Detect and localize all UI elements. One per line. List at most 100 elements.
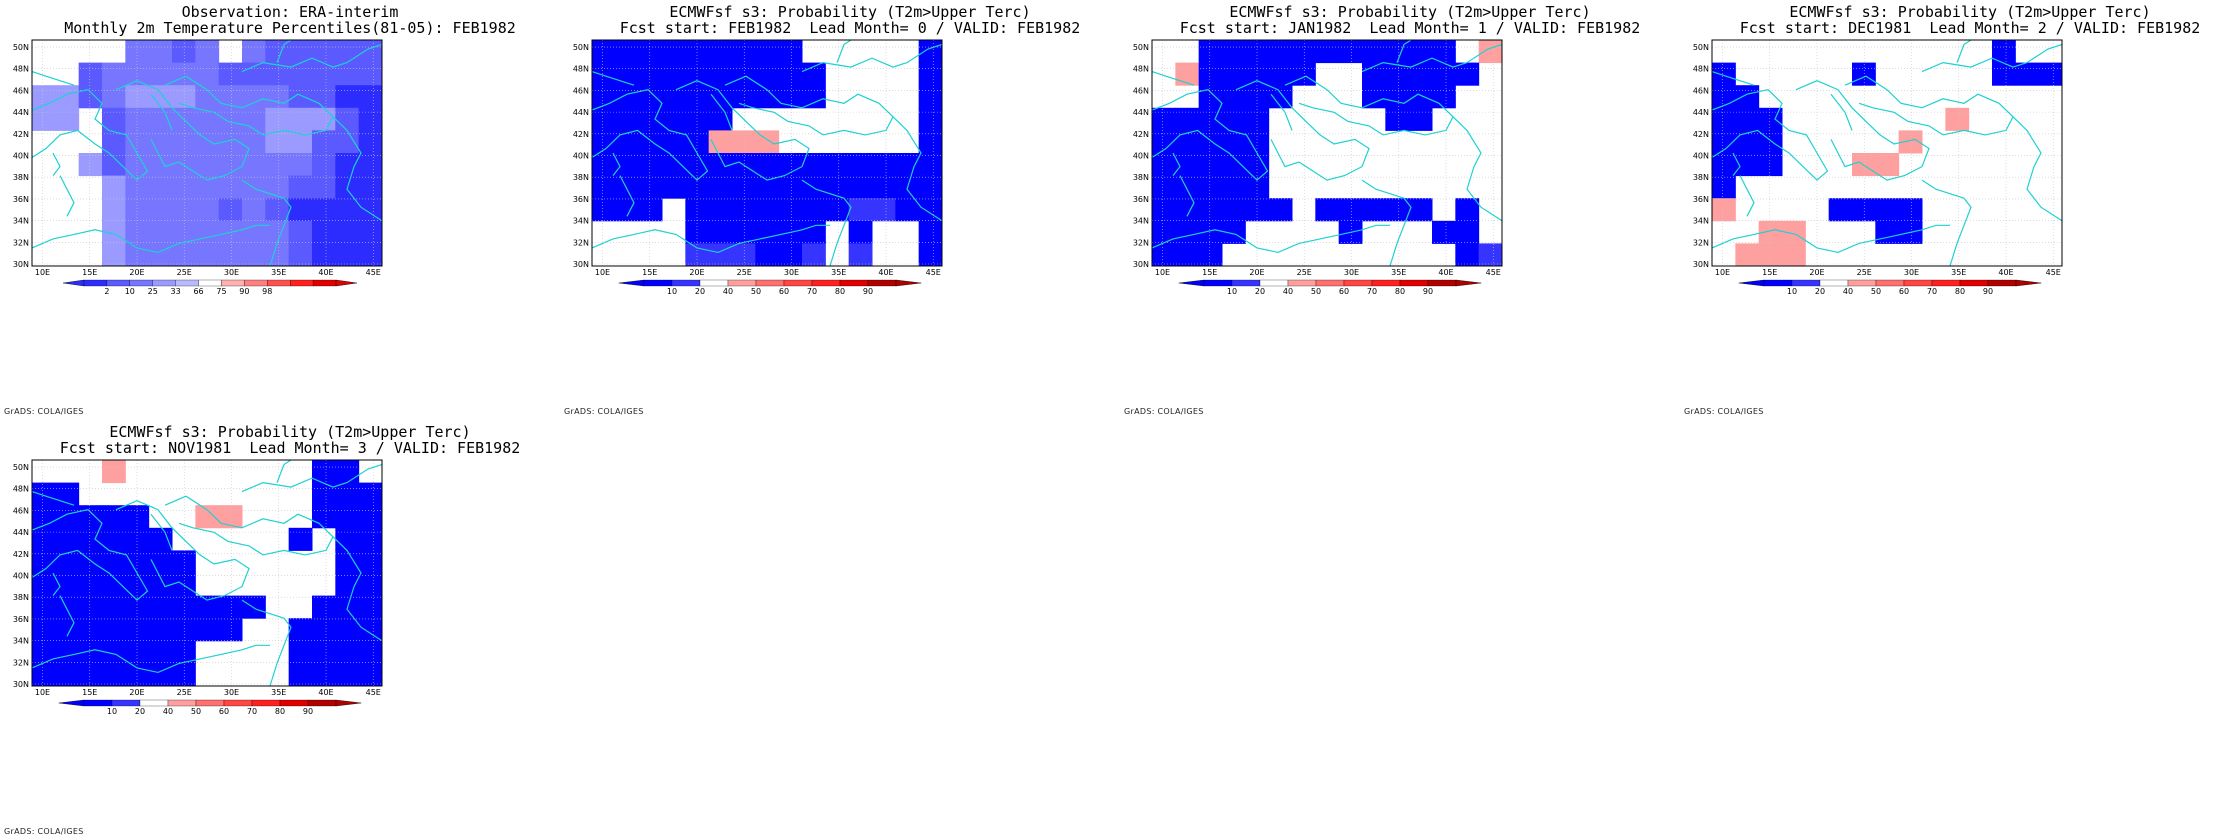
panel-title-line1: Observation: ERA-interim (181, 3, 399, 21)
shaded-cell (102, 130, 126, 154)
shaded-cell (195, 153, 220, 177)
shaded-cell (102, 618, 126, 642)
colorbar-label: 90 (1983, 287, 1993, 296)
shaded-cell (685, 85, 710, 109)
panel-title-line1: ECMWFsf s3: Probability (T2m>Upper Terc) (1229, 3, 1591, 21)
shaded-cell (358, 153, 383, 177)
shaded-cell (1758, 107, 1783, 131)
shaded-cell (288, 198, 313, 222)
lat-tick-label: 42N (1133, 130, 1149, 139)
shaded-cell (1245, 107, 1270, 131)
lon-tick-label: 25E (737, 268, 752, 277)
shaded-cell (32, 550, 56, 574)
shaded-cell (125, 85, 150, 109)
lon-tick-label: 40E (878, 268, 893, 277)
shaded-cell (335, 663, 360, 687)
shaded-cell (358, 550, 383, 574)
shaded-cell (288, 107, 313, 131)
lon-tick-label: 10E (35, 268, 50, 277)
shaded-cell (195, 198, 220, 222)
shaded-cell (335, 460, 360, 484)
grads-credit: GrADS: COLA/IGES (1124, 407, 1204, 416)
shaded-cell (195, 595, 220, 619)
shaded-cell (172, 595, 196, 619)
lat-tick-label: 36N (1133, 195, 1149, 204)
colorbar-label: 50 (1871, 287, 1881, 296)
map-frame (31, 39, 383, 267)
shaded-cell (1852, 62, 1876, 86)
colorbar-label: 80 (1395, 287, 1405, 296)
shaded-cell (1758, 220, 1783, 244)
colorbar-segment (1875, 279, 1905, 287)
shaded-cell (195, 62, 220, 86)
shaded-cell (1408, 107, 1433, 131)
shaded-cell (358, 220, 383, 244)
shaded-cell (288, 62, 313, 86)
lat-tick-label: 44N (1133, 108, 1149, 117)
shaded-cell (78, 640, 103, 664)
shaded-cell (125, 550, 150, 574)
shaded-cell (358, 107, 383, 131)
colorbar-arrow-right (1455, 279, 1482, 287)
shaded-cell (615, 40, 640, 64)
shaded-cell (638, 62, 663, 86)
shaded-cell (755, 85, 780, 109)
lon-tick-label: 15E (1202, 268, 1217, 277)
shaded-cell (1432, 85, 1456, 109)
shaded-cell (148, 618, 173, 642)
shaded-cell (708, 107, 733, 131)
shaded-cell (195, 505, 220, 529)
shaded-cell (125, 62, 150, 86)
shading-layer (1712, 40, 2063, 267)
shaded-cell (638, 153, 663, 177)
shaded-cell (335, 482, 360, 506)
shaded-cell (312, 220, 336, 244)
colorbar-segment (312, 279, 337, 287)
shaded-cell (148, 527, 173, 551)
shaded-cell (195, 220, 220, 244)
shaded-cell (615, 153, 640, 177)
shaded-cell (1175, 153, 1200, 177)
shaded-cell (312, 243, 336, 267)
shaded-cell (918, 198, 943, 222)
colorbar-segment (106, 279, 130, 287)
shaded-cell (358, 40, 383, 64)
shaded-cell (335, 505, 360, 529)
shaded-cell (102, 107, 126, 131)
shaded-cell (1292, 62, 1316, 86)
shaded-cell (55, 550, 80, 574)
shaded-cell (1198, 153, 1223, 177)
shaded-cell (918, 130, 943, 154)
lat-tick-label: 42N (13, 550, 29, 559)
lat-tick-label: 46N (573, 86, 589, 95)
shaded-cell (78, 505, 103, 529)
shaded-cell (358, 130, 383, 154)
shaded-cell (195, 618, 220, 642)
colorbar-label: 10 (1227, 287, 1237, 296)
shaded-cell (218, 175, 243, 199)
colorbar-segment (139, 699, 169, 707)
shaded-cell (218, 198, 243, 222)
shaded-cell (265, 107, 290, 131)
shaded-cell (148, 243, 173, 267)
shaded-cell (1222, 130, 1246, 154)
shaded-cell (708, 175, 733, 199)
shaded-cell (195, 243, 220, 267)
shaded-cell (1152, 107, 1176, 131)
shaded-cell (125, 243, 150, 267)
shaded-cell (172, 663, 196, 687)
colorbar-segment (1371, 279, 1401, 287)
shaded-cell (1245, 130, 1270, 154)
shaded-cell (1198, 198, 1223, 222)
shaded-cell (1152, 198, 1176, 222)
shaded-cell (1408, 40, 1433, 64)
colorbar-label: 70 (807, 287, 817, 296)
shaded-cell (1898, 130, 1923, 154)
shaded-cell (802, 220, 826, 244)
shaded-cell (218, 243, 243, 267)
shaded-cell (848, 198, 873, 222)
shaded-cell (172, 85, 196, 109)
shaded-cell (732, 130, 756, 154)
shaded-cell (1735, 107, 1760, 131)
shaded-cell (358, 505, 383, 529)
